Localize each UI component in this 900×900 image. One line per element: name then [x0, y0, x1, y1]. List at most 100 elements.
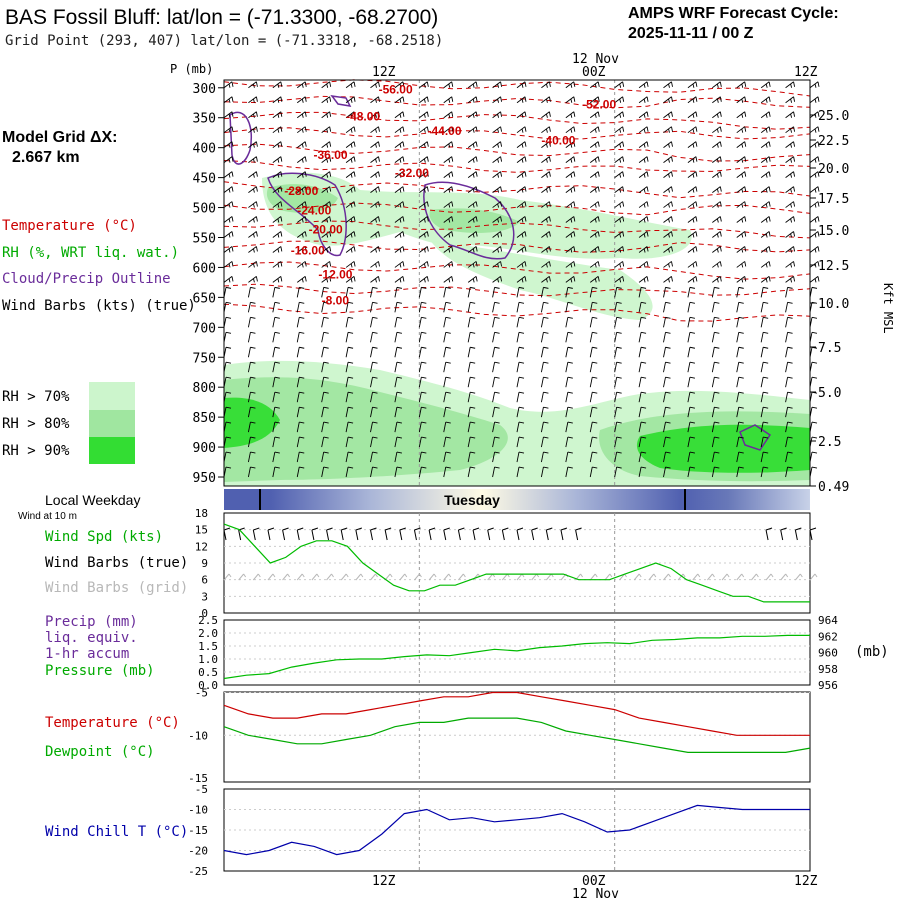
top-time-12z-end: 12Z: [794, 65, 818, 80]
profile-wind-barb: [638, 466, 647, 478]
profile-wind-barb: [492, 376, 500, 388]
profile-wind-barb: [418, 301, 427, 313]
profile-wind-barb: [345, 316, 354, 328]
profile-wind-barb: [272, 391, 280, 403]
profile-wind-barb: [443, 246, 454, 253]
profile-wind-barb: [638, 261, 649, 268]
profile-wind-barb: [272, 246, 283, 253]
height-tick-label: 15.0: [818, 224, 849, 239]
profile-wind-barb: [663, 111, 673, 119]
profile-wind-barb: [418, 331, 427, 343]
profile-wind-barb: [296, 301, 305, 313]
profile-wind-barb: [736, 466, 744, 478]
surface-wind-barb-grid: [340, 573, 349, 581]
profile-wind-barb: [565, 361, 573, 373]
pressure-tick-label: 900: [193, 441, 216, 456]
surface-wind-barb-grid: [721, 573, 730, 581]
profile-wind-barb: [712, 126, 722, 134]
profile-wind-barb: [785, 186, 796, 193]
precip-accum-label: 1-hr accum: [45, 646, 129, 662]
profile-wind-barb: [736, 171, 747, 178]
profile-wind-barb: [736, 246, 747, 253]
profile-wind-barb: [809, 141, 820, 149]
profile-wind-barb: [785, 141, 796, 149]
surface-wind-barb-grid: [604, 573, 613, 581]
legend-swatch-rh80: [89, 410, 135, 437]
daylight-bar: [224, 489, 810, 510]
pressure-y-ticks: 964 962 960 958 956: [818, 614, 838, 692]
profile-wind-barb: [663, 286, 671, 298]
profile-wind-barb: [223, 141, 234, 149]
profile-wind-barb: [443, 81, 454, 89]
profile-wind-barb: [296, 466, 305, 478]
height-tick-label: 12.5: [818, 259, 849, 274]
profile-wind-barb: [760, 201, 771, 208]
profile-wind-barb: [516, 111, 527, 119]
profile-wind-barb: [443, 96, 454, 104]
profile-wind-barb: [785, 376, 793, 388]
legend-swatch-rh90: [89, 437, 135, 464]
profile-wind-barb: [321, 96, 332, 104]
profile-wind-barb: [614, 286, 622, 298]
surface-wind-barb-grid: [589, 573, 598, 581]
profile-wind-barb: [516, 301, 525, 313]
profile-wind-barb: [516, 186, 527, 193]
profile-wind-barb: [296, 171, 307, 178]
surface-wind-barb-grid: [663, 573, 671, 581]
profile-wind-barb: [492, 316, 500, 328]
precip-tick-label: 1.0: [198, 653, 218, 666]
profile-wind-barb: [809, 156, 820, 163]
pressure-tick-label: 850: [193, 411, 216, 426]
temperature-contour-line: [223, 240, 811, 253]
profile-wind-barb: [296, 246, 307, 253]
profile-wind-barb: [516, 276, 527, 283]
profile-wind-barb: [467, 466, 476, 478]
profile-wind-barb: [736, 216, 747, 223]
profile-wind-barb: [370, 391, 378, 403]
bottom-time-12z: 12Z: [372, 874, 396, 889]
surface-wind-barb-grid: [370, 573, 378, 581]
profile-wind-barb: [492, 201, 503, 208]
profile-wind-barb: [248, 126, 258, 134]
profile-wind-barb: [638, 316, 647, 328]
profile-wind-barb: [809, 246, 820, 253]
profile-wind-barb: [370, 171, 380, 178]
windchill-tick-label: -15: [188, 824, 208, 837]
profile-wind-barb: [492, 171, 503, 178]
profile-wind-barb: [638, 361, 647, 373]
profile-wind-barb: [345, 111, 356, 119]
profile-wind-barb: [419, 141, 429, 149]
pressure-ticks: 300 350 400 450 500 550 600 650 700 750 800 850 900 9…: [193, 82, 224, 486]
profile-wind-barb: [321, 216, 332, 223]
surface-wind-barb: [472, 527, 480, 541]
profile-wind-barb: [736, 126, 747, 134]
profile-wind-barb: [638, 451, 647, 463]
profile-wind-barb: [321, 286, 329, 298]
profile-wind-barb: [492, 126, 503, 134]
profile-wind-barb: [614, 391, 622, 403]
profile-wind-barb: [272, 361, 280, 373]
profile-wind-barb: [809, 466, 818, 478]
legend-rh: RH (%, WRT liq. wat.): [2, 245, 179, 261]
profile-wind-barb: [711, 346, 720, 358]
surface-wind-barb-grid: [692, 573, 701, 581]
pressure-tick-label: 962: [818, 630, 838, 643]
surface-wind-barb-grid: [296, 573, 305, 581]
temperature-contour-line: [223, 95, 811, 109]
profile-wind-barb: [687, 126, 698, 134]
surface-wind-barb: [545, 527, 553, 541]
profile-wind-barb: [638, 406, 647, 418]
profile-wind-barb: [419, 186, 429, 193]
rh-region: [266, 184, 338, 213]
profile-wind-barb: [711, 391, 720, 403]
pressure-tick-label: 700: [193, 321, 216, 336]
profile-wind-barb: [467, 316, 476, 328]
model-grid-value: 2.667 km: [12, 149, 80, 166]
profile-wind-barb: [247, 391, 256, 403]
profile-wind-barb: [296, 406, 305, 418]
surface-wind-barb-grid: [399, 573, 408, 581]
profile-wind-barb: [492, 391, 500, 403]
forecast-cycle-line2: 2025-11-11 / 00 Z: [628, 25, 754, 42]
profile-wind-barb: [785, 96, 796, 104]
profile-wind-barb: [589, 361, 598, 373]
